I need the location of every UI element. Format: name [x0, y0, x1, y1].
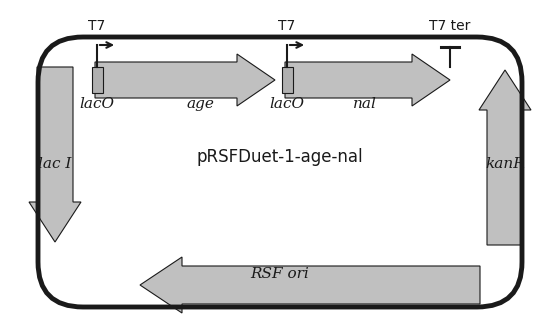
Polygon shape: [95, 54, 275, 106]
Polygon shape: [29, 67, 81, 242]
Text: lacO: lacO: [80, 97, 114, 111]
Text: lacO: lacO: [269, 97, 305, 111]
Text: age: age: [186, 97, 214, 111]
Polygon shape: [140, 257, 480, 313]
Bar: [92, 67, 103, 93]
Text: T7: T7: [278, 19, 296, 33]
Polygon shape: [479, 70, 531, 245]
Bar: [282, 67, 293, 93]
Text: lac I: lac I: [38, 157, 72, 171]
Text: RSF ori: RSF ori: [251, 267, 309, 281]
Text: nal: nal: [353, 97, 377, 111]
Text: pRSFDuet-1-age-nal: pRSFDuet-1-age-nal: [197, 148, 363, 166]
Text: T7 ter: T7 ter: [430, 19, 471, 33]
Text: kanR: kanR: [485, 157, 525, 171]
Polygon shape: [285, 54, 450, 106]
Text: T7: T7: [88, 19, 106, 33]
